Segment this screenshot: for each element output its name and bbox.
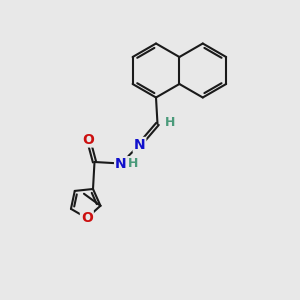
Text: N: N bbox=[134, 138, 145, 152]
Text: N: N bbox=[115, 157, 127, 170]
Text: H: H bbox=[165, 116, 175, 129]
Text: O: O bbox=[82, 133, 94, 146]
Text: O: O bbox=[81, 211, 93, 225]
Text: H: H bbox=[128, 157, 139, 170]
